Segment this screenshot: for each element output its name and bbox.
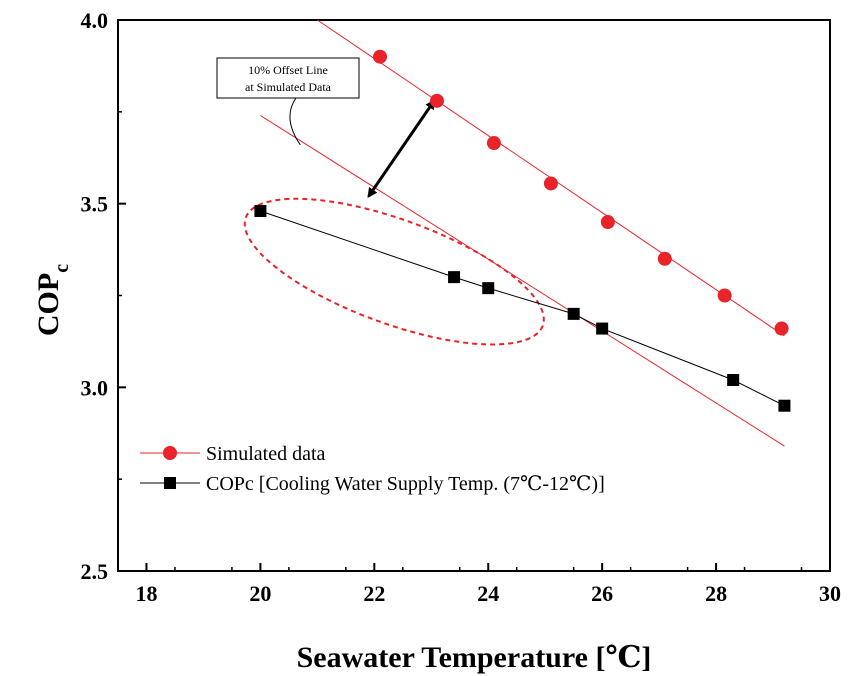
y-tick-label: 4.0: [81, 8, 109, 33]
x-axis-title: Seawater Temperature [℃]: [297, 641, 652, 674]
copc-data-point: [567, 307, 580, 320]
y-axis-title-main: COP: [32, 273, 65, 336]
offset-line: [260, 115, 785, 447]
legend-marker-simulated: [163, 446, 177, 460]
simulated-data-point: [486, 136, 501, 151]
x-tick-label: 22: [363, 581, 385, 606]
simulated-data-point: [657, 251, 672, 266]
axis-ticks: 18 20 22 24 26 28 30 2.5 3.0 3.5 4.0: [81, 8, 842, 606]
series-simulated-data: [373, 49, 789, 336]
simulated-data-point: [373, 49, 388, 64]
offset-arrow: [367, 99, 436, 198]
annotation-line-1: 10% Offset Line: [248, 63, 328, 77]
x-tick-label: 28: [705, 581, 727, 606]
svg-text:COPc: COPc: [32, 264, 73, 336]
simulated-data-point: [717, 288, 732, 303]
copc-data-point: [254, 205, 267, 218]
x-tick-label: 30: [819, 581, 841, 606]
x-tick-label: 18: [135, 581, 157, 606]
copc-data-point: [448, 271, 461, 284]
simulated-data-point: [774, 321, 789, 336]
copc-data-point: [596, 322, 609, 335]
annotation-box: [216, 57, 360, 99]
legend-label-simulated: Simulated data: [206, 443, 326, 465]
x-tick-label: 26: [591, 581, 613, 606]
x-tick-label: 20: [249, 581, 271, 606]
y-tick-label: 2.5: [81, 559, 109, 584]
y-axis-title: COPc: [32, 264, 73, 336]
y-tick-label: 3.5: [81, 192, 109, 217]
copc-series-line: [260, 210, 785, 407]
series-copc: [254, 205, 791, 412]
offset-annotation: 10% Offset Line at Simulated Data: [216, 57, 360, 146]
x-tick-label: 24: [477, 581, 499, 606]
copc-data-point: [778, 399, 791, 412]
legend-marker-copc: [164, 477, 176, 489]
y-axis-title-sub: c: [51, 264, 73, 273]
simulated-data-point: [429, 93, 444, 108]
legend: Simulated data COPc [Cooling Water Suppl…: [140, 443, 605, 495]
legend-label-copc: COPc [Cooling Water Supply Temp. (7℃-12℃…: [206, 473, 605, 495]
copc-data-point: [482, 282, 495, 295]
copc-data-point: [727, 373, 740, 386]
y-tick-label: 3.0: [81, 375, 109, 400]
annotation-line-2: at Simulated Data: [245, 80, 332, 94]
highlight-ellipse: [243, 197, 545, 346]
simulated-data-point: [543, 176, 558, 191]
simulated-data-point: [600, 215, 615, 230]
annotation-callout: [289, 97, 301, 146]
